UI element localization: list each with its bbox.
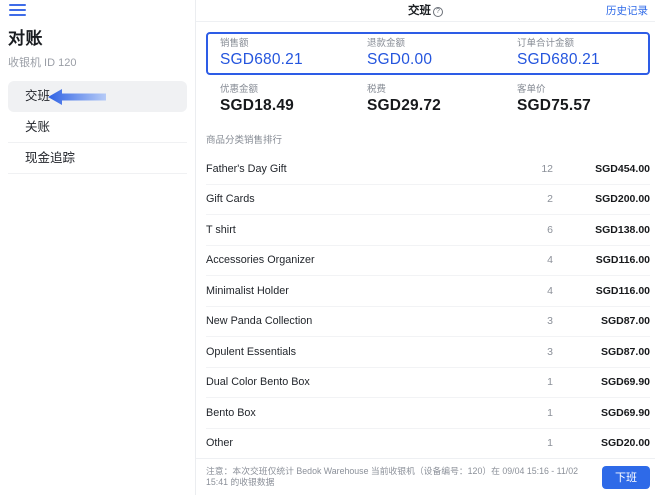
category-amount: SGD138.00 xyxy=(595,223,650,236)
category-name: Dual Color Bento Box xyxy=(206,376,310,389)
summary-secondary-row: 优惠金额 SGD18.49 税费 SGD29.72 客单价 SGD75.57 xyxy=(206,84,650,114)
stat-sales: 销售额 SGD680.21 xyxy=(220,38,367,68)
category-name: Father's Day Gift xyxy=(206,162,287,175)
category-name: Gift Cards xyxy=(206,193,255,206)
category-amount: SGD69.90 xyxy=(600,376,650,389)
stat-label: 客单价 xyxy=(517,84,546,95)
ranking-row: Opulent Essentials 3 SGD87.00 xyxy=(206,337,650,368)
stat-value: SGD18.49 xyxy=(220,97,294,114)
stat-value: SGD75.57 xyxy=(517,97,591,114)
main-header-title: 交班? xyxy=(196,0,655,22)
category-amount: SGD116.00 xyxy=(595,284,650,297)
ranking-row: Gift Cards 2 SGD200.00 xyxy=(206,185,650,215)
summary-highlight-box: 销售额 SGD680.21 退款金额 SGD0.00 订单合计金额 SGD680… xyxy=(206,32,650,75)
pointer-arrow-icon xyxy=(48,89,106,105)
category-amount: SGD69.90 xyxy=(600,406,650,419)
ranking-table: Father's Day Gift 12 SGD454.00 Gift Card… xyxy=(206,154,650,459)
category-amount: SGD116.00 xyxy=(595,254,650,267)
stat-label: 退款金额 xyxy=(367,38,406,49)
category-qty: 4 xyxy=(547,284,553,297)
page-title: 对账 xyxy=(8,29,43,48)
category-qty: 6 xyxy=(547,223,553,236)
category-name: New Panda Collection xyxy=(206,315,313,328)
ranking-row: Accessories Organizer 4 SGD116.00 xyxy=(206,246,650,276)
stat-label: 销售额 xyxy=(220,38,249,49)
category-qty: 2 xyxy=(547,193,553,206)
ranking-row: Other 1 SGD20.00 xyxy=(206,429,650,459)
register-id-label: 收银机 ID 120 xyxy=(8,57,77,69)
main-panel: 交班? 历史记录 销售额 SGD680.21 退款金额 SGD0.00 订单合计… xyxy=(196,0,655,495)
sidebar-item-label: 交班 xyxy=(25,89,51,103)
category-amount: SGD87.00 xyxy=(600,345,650,358)
ranking-row: Dual Color Bento Box 1 SGD69.90 xyxy=(206,368,650,398)
category-qty: 4 xyxy=(547,254,553,267)
category-name: Other xyxy=(206,437,234,450)
category-name: T shirt xyxy=(206,223,236,236)
category-amount: SGD87.00 xyxy=(600,315,650,328)
stat-value: SGD0.00 xyxy=(367,51,433,68)
category-name: Opulent Essentials xyxy=(206,345,297,358)
stat-label: 订单合计金额 xyxy=(517,38,575,49)
category-qty: 3 xyxy=(547,345,553,358)
category-qty: 1 xyxy=(547,406,553,419)
history-link[interactable]: 历史记录 xyxy=(606,5,648,17)
category-name: Bento Box xyxy=(206,406,256,419)
category-qty: 1 xyxy=(547,376,553,389)
stat-order-total: 订单合计金额 SGD680.21 xyxy=(517,38,648,68)
ranking-row: Father's Day Gift 12 SGD454.00 xyxy=(206,154,650,185)
content: 销售额 SGD680.21 退款金额 SGD0.00 订单合计金额 SGD680… xyxy=(196,32,655,459)
stat-discount: 优惠金额 SGD18.49 xyxy=(220,84,367,114)
sidebar-item-cash-tracking[interactable]: 现金追踪 xyxy=(8,143,187,174)
stat-value: SGD680.21 xyxy=(220,51,303,68)
ranking-row: T shirt 6 SGD138.00 xyxy=(206,215,650,246)
category-amount: SGD20.00 xyxy=(600,437,650,450)
category-amount: SGD454.00 xyxy=(595,162,650,175)
stat-refund: 退款金额 SGD0.00 xyxy=(367,38,517,68)
stat-label: 税费 xyxy=(367,84,387,95)
sidebar-item-close-account[interactable]: 关账 xyxy=(8,112,187,143)
stat-value: SGD29.72 xyxy=(367,97,441,114)
footer-bar: 注意：本次交班仅统计 Bedok Warehouse 当前收银机（设备编号：12… xyxy=(196,458,655,495)
hamburger-menu-icon[interactable] xyxy=(9,4,26,16)
ranking-row: Bento Box 1 SGD69.90 xyxy=(206,398,650,429)
stat-tax: 税费 SGD29.72 xyxy=(367,84,517,114)
ranking-row: New Panda Collection 3 SGD87.00 xyxy=(206,307,650,337)
category-qty: 1 xyxy=(547,437,553,450)
sidebar-item-label: 现金追踪 xyxy=(25,151,76,165)
ranking-row: Minimalist Holder 4 SGD116.00 xyxy=(206,276,650,307)
stat-avg-ticket: 客单价 SGD75.57 xyxy=(517,84,650,114)
shift-scope-note: 注意：本次交班仅统计 Bedok Warehouse 当前收银机（设备编号：12… xyxy=(206,466,579,487)
category-qty: 12 xyxy=(541,162,553,175)
main-header: 交班? 历史记录 xyxy=(196,0,655,22)
sidebar-item-label: 关账 xyxy=(25,120,51,134)
stat-value: SGD680.21 xyxy=(517,51,600,68)
info-icon[interactable]: ? xyxy=(433,7,443,17)
stat-label: 优惠金额 xyxy=(220,84,259,95)
category-qty: 3 xyxy=(547,315,553,328)
category-amount: SGD200.00 xyxy=(595,193,650,206)
sidebar: 对账 收银机 ID 120 交班 关账 现金追踪 xyxy=(0,0,196,495)
ranking-section-title: 商品分类销售排行 xyxy=(206,135,283,146)
category-name: Minimalist Holder xyxy=(206,284,289,297)
sidebar-item-shift-handover[interactable]: 交班 xyxy=(8,81,187,112)
clock-out-button[interactable]: 下班 xyxy=(602,465,650,489)
sidebar-menu: 交班 关账 现金追踪 xyxy=(8,81,187,174)
category-name: Accessories Organizer xyxy=(206,254,315,267)
